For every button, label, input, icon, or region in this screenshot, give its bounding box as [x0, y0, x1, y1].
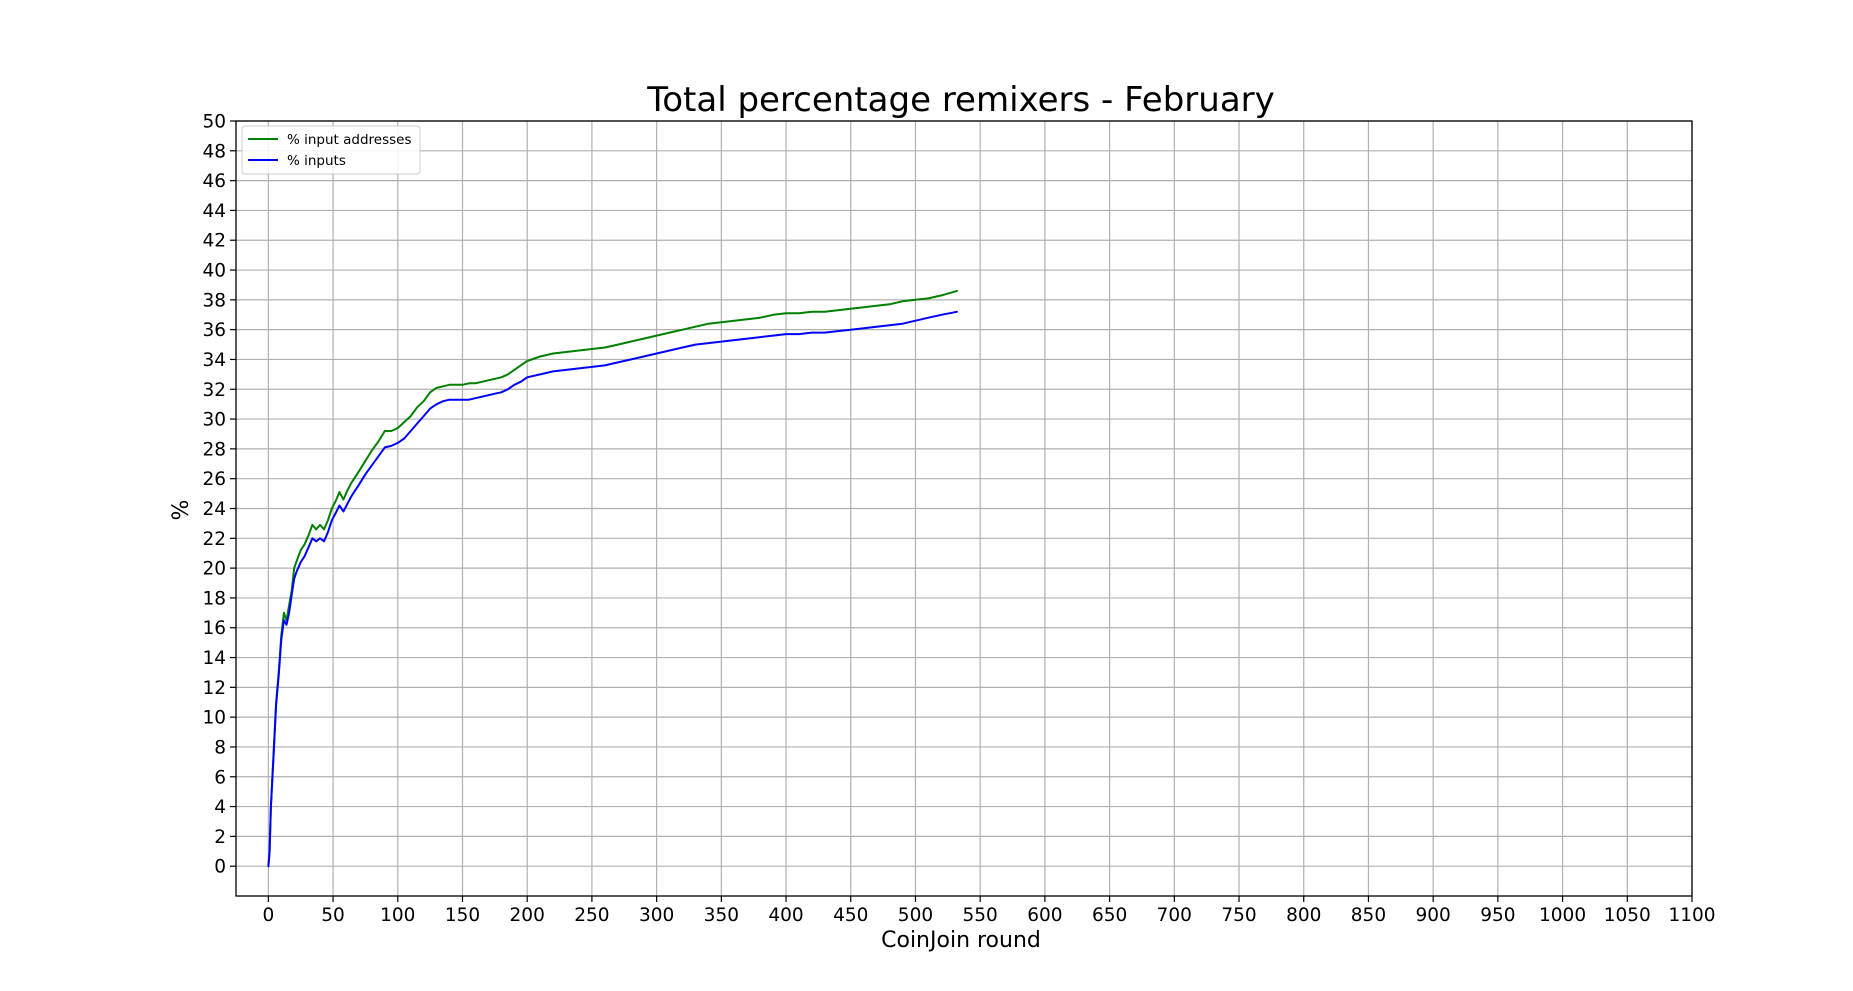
- grid-layer: [236, 120, 1693, 896]
- y-axis-title: %: [169, 500, 194, 521]
- y-tick-label: 48: [202, 141, 226, 162]
- y-tick-label: 10: [202, 708, 226, 729]
- y-tick-label: 2: [214, 827, 226, 848]
- x-tick-label: 1100: [1668, 905, 1715, 926]
- x-tick-label: 600: [1027, 905, 1062, 926]
- y-tick-label: 12: [202, 678, 226, 699]
- y-tick-label: 14: [202, 648, 226, 669]
- series-line-inputs: [267, 310, 958, 868]
- y-tick-label: 50: [202, 112, 226, 133]
- series-line-input-addresses: [267, 289, 958, 868]
- x-tick-label: 850: [1351, 905, 1386, 926]
- y-tick-label: 34: [202, 350, 226, 371]
- x-tick-label: 800: [1286, 905, 1321, 926]
- y-tick-label: 20: [202, 559, 226, 580]
- y-tick-label: 8: [214, 737, 226, 758]
- x-tick-label: 150: [445, 905, 480, 926]
- chart-title: Total percentage remixers - February: [646, 80, 1275, 120]
- x-tick-label: 350: [704, 905, 739, 926]
- x-tick-label: 950: [1480, 905, 1515, 926]
- x-tick-label: 700: [1157, 905, 1192, 926]
- y-tick-label: 0: [214, 857, 226, 878]
- y-tick-label: 24: [202, 499, 226, 520]
- x-tick-label: 500: [898, 905, 933, 926]
- y-tick-label: 42: [202, 231, 226, 252]
- y-tick-label: 28: [202, 439, 226, 460]
- y-tick-label: 32: [202, 380, 226, 401]
- x-tick-label: 650: [1092, 905, 1127, 926]
- x-tick-label: 300: [639, 905, 674, 926]
- legend-box: [241, 125, 421, 175]
- x-tick-label: 1050: [1604, 905, 1651, 926]
- x-tick-label: 450: [833, 905, 868, 926]
- x-tick-label: 0: [262, 905, 274, 926]
- x-tick-label: 200: [510, 905, 545, 926]
- tick-layer: 0 50 100 150 200 250 300 350 400 450 500 550 600 650 7…: [202, 112, 1715, 927]
- x-tick-label: 50: [321, 905, 345, 926]
- y-tick-label: 44: [202, 201, 226, 222]
- x-tick-label: 100: [380, 905, 415, 926]
- y-tick-label: 18: [202, 588, 226, 609]
- y-tick-label: 36: [202, 320, 226, 341]
- y-tick-label: 6: [214, 767, 226, 788]
- legend-label-input-addresses: % input addresses: [287, 132, 412, 148]
- x-tick-label: 750: [1221, 905, 1256, 926]
- series-layer: [267, 289, 958, 868]
- legend: % input addresses % inputs: [241, 125, 421, 175]
- y-tick-label: 16: [202, 618, 226, 639]
- y-tick-label: 4: [214, 797, 226, 818]
- y-tick-label: 38: [202, 290, 226, 311]
- y-tick-label: 40: [202, 261, 226, 282]
- x-axis-title: CoinJoin round: [881, 928, 1041, 953]
- y-tick-label: 22: [202, 529, 226, 550]
- x-tick-label: 400: [768, 905, 803, 926]
- y-tick-label: 26: [202, 469, 226, 490]
- x-tick-label: 1000: [1539, 905, 1586, 926]
- y-tick-label: 30: [202, 410, 226, 431]
- x-tick-label: 900: [1415, 905, 1450, 926]
- x-tick-label: 250: [574, 905, 609, 926]
- legend-label-inputs: % inputs: [287, 153, 346, 169]
- y-tick-label: 46: [202, 171, 226, 192]
- x-tick-label: 550: [963, 905, 998, 926]
